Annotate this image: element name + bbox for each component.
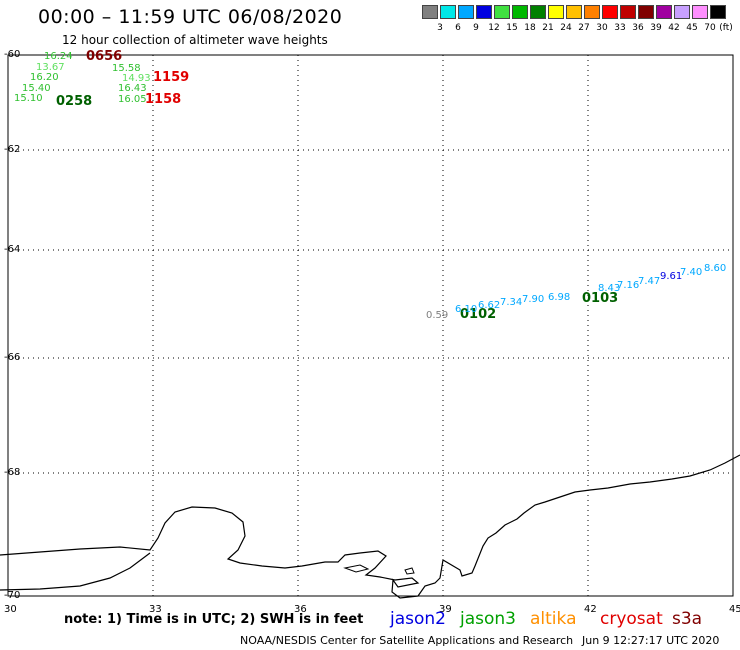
map-title: 00:00 – 11:59 UTC 06/08/2020 <box>38 6 343 28</box>
wave-height-value: 16.05 <box>118 94 147 105</box>
latitude-label: -68 <box>4 467 21 478</box>
track-time-label: 1159 <box>153 70 190 85</box>
scale-label: 39 <box>650 23 662 33</box>
generated-timestamp: Jun 9 12:27:17 UTC 2020 <box>582 634 720 647</box>
scale-label: 36 <box>632 23 644 33</box>
satellite-legend-altika: altika <box>530 609 577 629</box>
scale-swatch <box>656 5 672 19</box>
wave-height-value: 16.24 <box>44 51 73 62</box>
scale-label: 42 <box>668 23 680 33</box>
wave-height-value: 7.90 <box>522 294 545 305</box>
scale-label: 30 <box>596 23 608 33</box>
footer-note: note: 1) Time is in UTC; 2) SWH is in fe… <box>64 612 364 627</box>
coastline <box>0 454 740 599</box>
scale-label: 9 <box>473 23 479 33</box>
scale-label: 18 <box>524 23 536 33</box>
scale-swatch <box>530 5 546 19</box>
wave-height-value: 16.20 <box>30 72 59 83</box>
scale-swatch <box>620 5 636 19</box>
latitude-label: -62 <box>4 144 21 155</box>
track-time-label: 0103 <box>582 291 619 306</box>
scale-label: 70 <box>704 23 716 33</box>
wave-height-value: 14.93 <box>122 73 151 84</box>
coastline-islet <box>404 567 415 575</box>
scale-label: 3 <box>437 23 443 33</box>
scale-swatch <box>440 5 456 19</box>
longitude-label: 30 <box>4 604 17 615</box>
credit-text: NOAA/NESDIS Center for Satellite Applica… <box>240 634 574 647</box>
wave-height-value: 7.47 <box>638 276 661 287</box>
wave-height-value: 13.67 <box>36 62 65 73</box>
grid-lines <box>7 54 734 597</box>
map-subtitle: 12 hour collection of altimeter wave hei… <box>62 33 328 47</box>
longitude-label: 33 <box>149 604 162 615</box>
satellite-legend-cryosat: cryosat <box>600 609 663 629</box>
scale-swatch <box>494 5 510 19</box>
scale-label: 6 <box>455 23 461 33</box>
scale-swatch <box>476 5 492 19</box>
longitude-label: 36 <box>294 604 307 615</box>
satellite-legend-s3a: s3a <box>672 609 703 629</box>
scale-label: 45 <box>686 23 698 33</box>
scale-label: 21 <box>542 23 554 33</box>
scale-label: 12 <box>488 23 500 33</box>
wave-height-value: 15.10 <box>14 93 43 104</box>
wave-height-value: 7.16 <box>617 280 640 291</box>
wave-height-value: 8.43 <box>598 283 621 294</box>
scale-swatch <box>512 5 528 19</box>
latitude-label: -70 <box>4 590 21 601</box>
longitude-label: 42 <box>584 604 597 615</box>
track-time-label: 1158 <box>145 92 182 107</box>
scale-swatch <box>458 5 474 19</box>
satellite-legend-jason2: jason2 <box>390 609 446 629</box>
wave-height-value: 15.40 <box>22 83 51 94</box>
satellite-legend-jason3: jason3 <box>460 609 516 629</box>
scale-label: 15 <box>506 23 518 33</box>
wave-height-value: 0.59 <box>426 310 449 321</box>
track-time-label: 0656 <box>86 49 123 64</box>
latitude-label: -66 <box>4 352 21 363</box>
wave-height-value: 7.34 <box>500 297 523 308</box>
scale-swatch <box>638 5 654 19</box>
latitude-label: -64 <box>4 244 21 255</box>
scale-swatch <box>422 5 438 19</box>
scale-label: 33 <box>614 23 626 33</box>
wave-height-value: 16.43 <box>118 83 147 94</box>
scale-swatch <box>692 5 708 19</box>
coastline-islet <box>343 564 370 573</box>
track-time-label: 0102 <box>460 307 497 322</box>
wave-height-value: 9.61 <box>660 271 683 282</box>
scale-label: 24 <box>560 23 572 33</box>
wave-height-value: 6.98 <box>548 292 571 303</box>
wave-height-value: 6.10 <box>455 304 478 315</box>
longitude-label: 45 <box>729 604 740 615</box>
scale-swatch <box>566 5 582 19</box>
scale-label: 27 <box>578 23 590 33</box>
track-time-label: 0258 <box>56 94 93 109</box>
longitude-label: 39 <box>439 604 452 615</box>
wave-height-value: 6.62 <box>478 300 501 311</box>
scale-swatch <box>548 5 564 19</box>
coastline-outer <box>0 552 151 591</box>
scale-swatch <box>602 5 618 19</box>
wave-height-value: 7.40 <box>680 267 703 278</box>
scale-swatch <box>674 5 690 19</box>
wave-height-value: 8.60 <box>704 263 727 274</box>
latitude-label: -60 <box>4 49 21 60</box>
wave-height-value: 15.58 <box>112 63 141 74</box>
scale-swatch <box>710 5 726 19</box>
scale-unit: (ft) <box>719 23 733 33</box>
scale-swatch <box>584 5 600 19</box>
map-frame <box>7 54 734 597</box>
